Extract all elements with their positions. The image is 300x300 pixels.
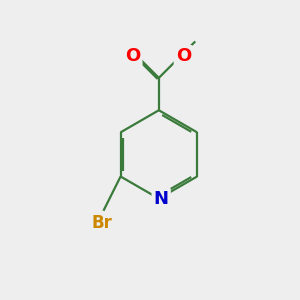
Text: O: O xyxy=(176,47,191,65)
Text: Br: Br xyxy=(92,214,112,232)
Text: N: N xyxy=(154,190,169,208)
Text: O: O xyxy=(125,47,140,65)
